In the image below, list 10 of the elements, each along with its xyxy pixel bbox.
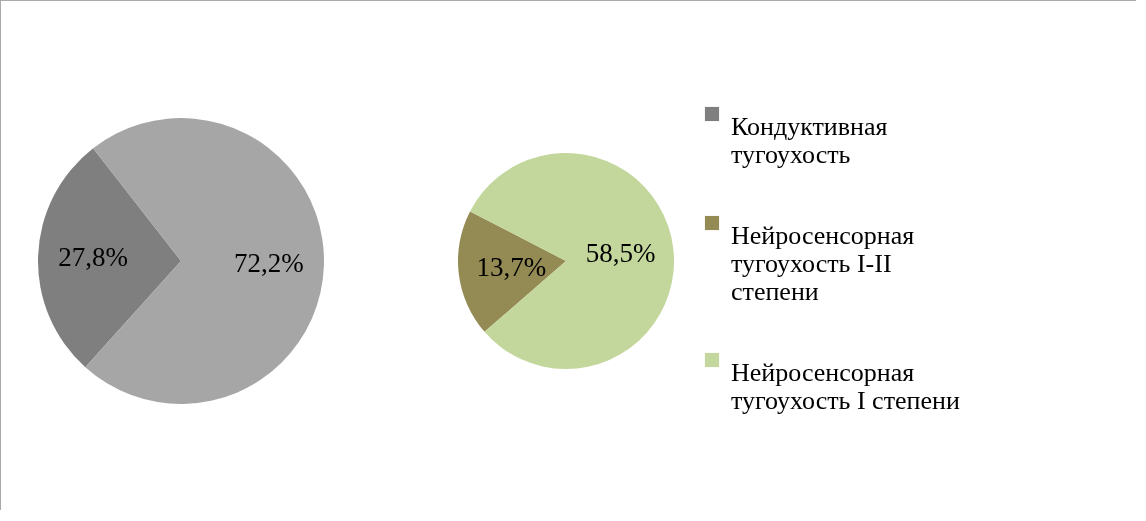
pie-slice <box>38 148 181 368</box>
legend-label: Кондуктивная тугоухость <box>731 112 888 169</box>
data-label: 58,5% <box>585 238 656 269</box>
pie-slice <box>458 211 566 332</box>
data-label: 72,2% <box>234 248 304 279</box>
pie-slice <box>470 153 674 369</box>
data-label: 13,7% <box>476 251 547 282</box>
legend-label: Нейросенсорная тугоухость I степени <box>731 358 960 415</box>
legend-label: Нейросенсорная тугоухость I-II степени <box>731 221 915 306</box>
data-label: 27,8% <box>58 241 128 272</box>
